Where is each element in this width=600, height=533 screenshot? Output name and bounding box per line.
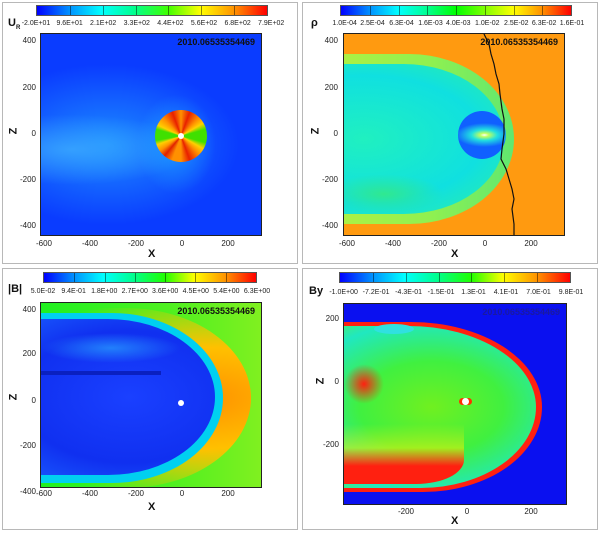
timestamp: 2010.06535354469 xyxy=(177,37,255,47)
y-tick: 0 xyxy=(31,396,36,405)
z-axis-label: Z xyxy=(7,127,20,135)
colorbar-rho xyxy=(340,5,572,16)
x-tick: -400 xyxy=(81,489,99,498)
panel-bmag: |B| 5.0E-02 9.4E-01 1.8E+00 2.7E+00 3.6E… xyxy=(2,268,298,530)
x-tick: 0 xyxy=(464,507,470,516)
variable-label: |B| xyxy=(8,283,23,295)
y-tick: 400 xyxy=(324,36,338,45)
y-tick: 0 xyxy=(333,129,338,138)
shock-contour-line xyxy=(483,34,515,235)
x-axis-label: X xyxy=(148,248,156,260)
y-tick: 0 xyxy=(31,129,36,138)
y-tick: -200 xyxy=(19,175,36,184)
y-tick: -400 xyxy=(19,487,36,496)
panel-rho: ρ 1.0E-04 2.5E-04 6.3E-04 1.6E-03 4.0E-0… xyxy=(302,2,598,264)
y-tick: 200 xyxy=(324,83,338,92)
x-tick: -600 xyxy=(35,489,53,498)
y-tick: -400 xyxy=(19,221,36,230)
plot-area-ur: 2010.06535354469 xyxy=(40,33,262,236)
panel-by: By -1.0E+00 -7.2E-01 -4.3E-01 -1.5E-01 1… xyxy=(302,268,598,530)
y-tick: -200 xyxy=(321,175,338,184)
y-tick: 0 xyxy=(334,377,339,386)
inner-sphere xyxy=(458,111,506,159)
x-tick: -200 xyxy=(430,239,448,248)
x-axis-label: X xyxy=(451,248,459,260)
x-tick: 0 xyxy=(482,239,488,248)
y-tick: -200 xyxy=(322,440,339,449)
x-tick: 0 xyxy=(179,489,185,498)
plot-area-rho: 2010.06535354469 xyxy=(343,33,565,236)
x-tick: 200 xyxy=(221,489,235,498)
y-tick: 400 xyxy=(22,305,36,314)
x-tick: 200 xyxy=(524,239,538,248)
y-tick: -200 xyxy=(19,441,36,450)
x-axis-label: X xyxy=(451,515,459,527)
y-tick: -400 xyxy=(321,221,338,230)
x-tick: -600 xyxy=(338,239,356,248)
x-tick: -400 xyxy=(384,239,402,248)
plot-area-bmag: 2010.06535354469 xyxy=(40,302,262,488)
colorbar-ur xyxy=(36,5,268,16)
x-tick: 0 xyxy=(179,239,185,248)
x-tick: -400 xyxy=(81,239,99,248)
x-axis-label: X xyxy=(148,501,156,513)
x-tick: -200 xyxy=(127,239,145,248)
x-tick: -200 xyxy=(127,489,145,498)
colorbar-bmag xyxy=(43,272,257,283)
x-tick: 200 xyxy=(221,239,235,248)
timestamp: 2010.06535354469 xyxy=(480,37,558,47)
y-tick: 400 xyxy=(22,36,36,45)
panel-ur: UR -2.0E+01 9.6E+01 2.1E+02 3.3E+02 4.4E… xyxy=(2,2,298,264)
x-tick: -600 xyxy=(35,239,53,248)
variable-label: By xyxy=(309,285,324,297)
z-axis-label: Z xyxy=(7,393,20,401)
y-tick: 200 xyxy=(22,349,36,358)
variable-label: UR xyxy=(8,17,21,32)
timestamp: 2010.06535354469 xyxy=(482,307,560,317)
x-tick: -200 xyxy=(397,507,415,516)
y-tick: 200 xyxy=(22,83,36,92)
x-tick: 200 xyxy=(524,507,538,516)
variable-label: ρ xyxy=(311,17,318,29)
plot-area-by: 2010.06535354469 xyxy=(343,303,567,505)
z-axis-label: Z xyxy=(314,377,327,385)
y-tick: 200 xyxy=(325,314,339,323)
colorbar-by xyxy=(339,272,571,283)
timestamp: 2010.06535354469 xyxy=(177,306,255,316)
z-axis-label: Z xyxy=(309,127,322,135)
